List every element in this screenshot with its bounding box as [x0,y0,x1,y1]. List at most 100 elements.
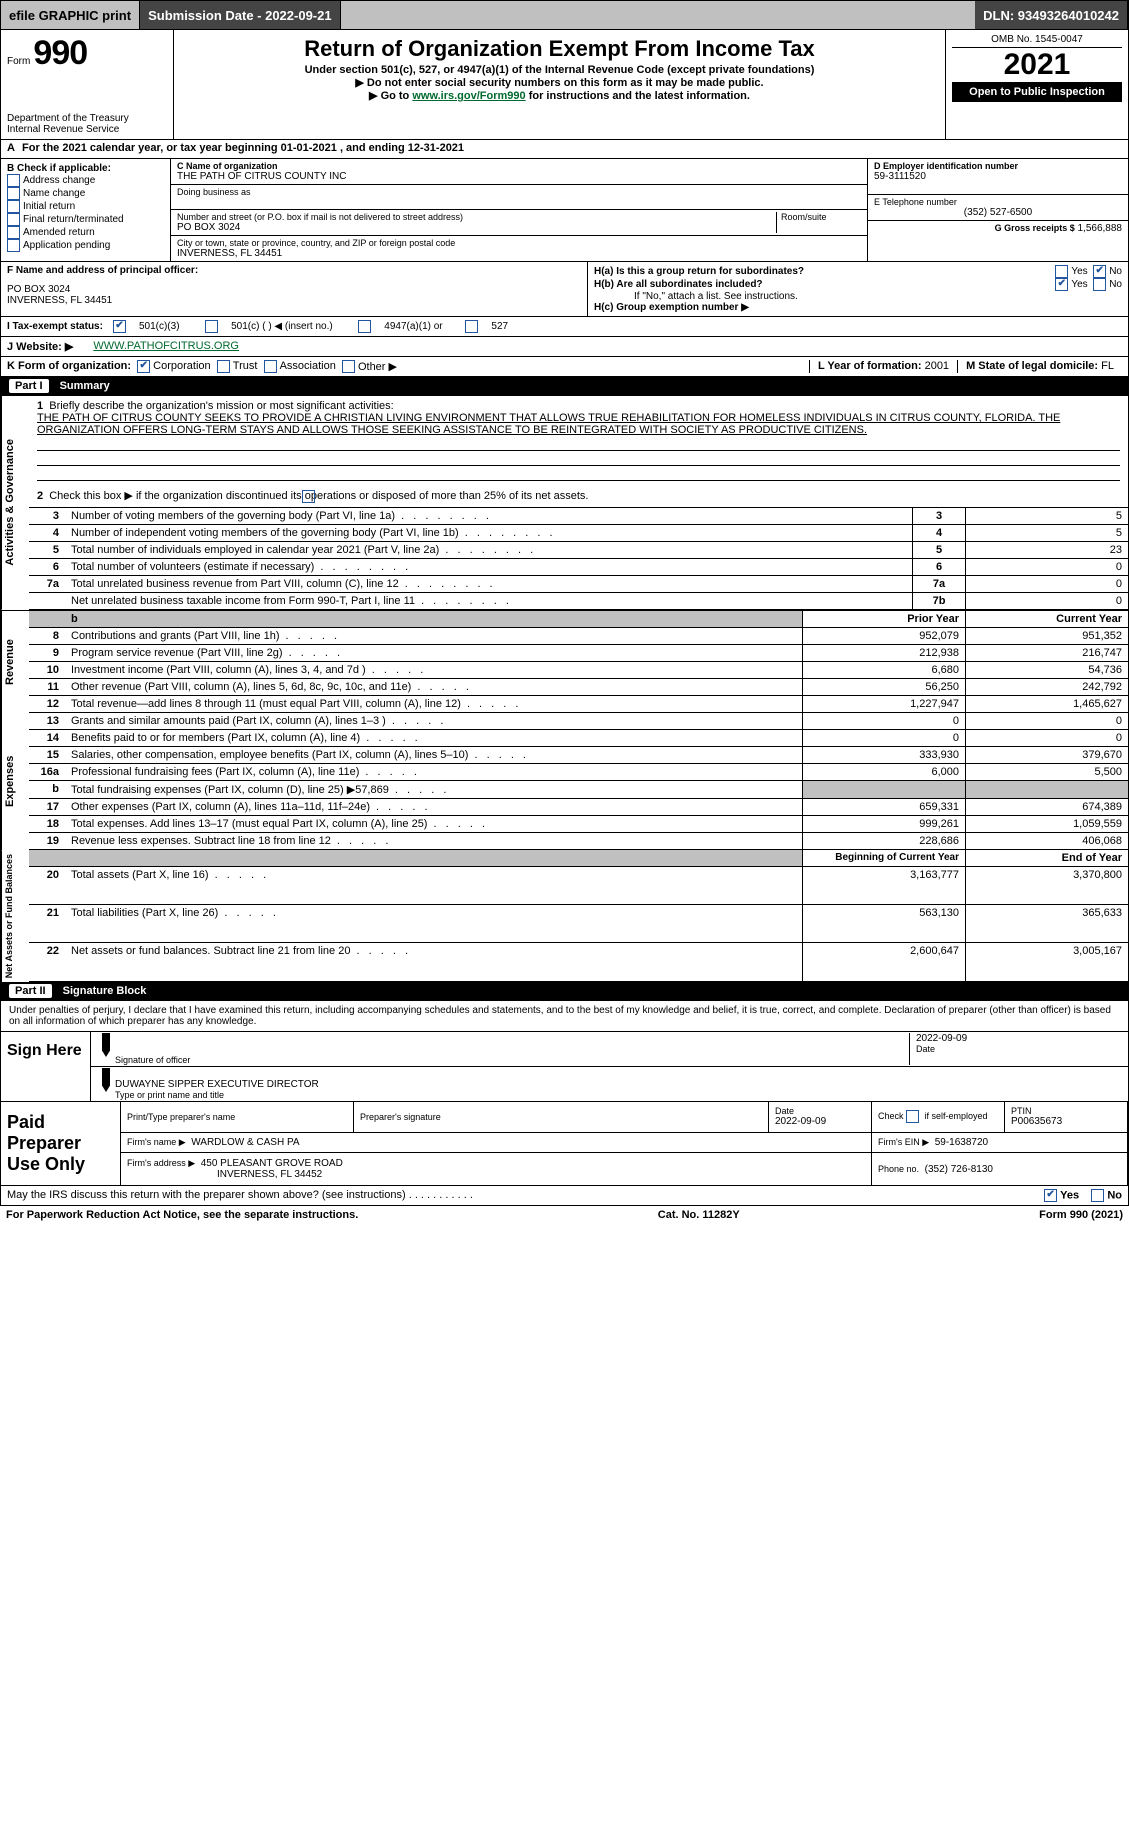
table-row: 6Total number of volunteers (estimate if… [29,558,1129,575]
officer-addr2: INVERNESS, FL 34451 [7,295,581,306]
prior-val: 0 [803,729,966,746]
l-label: L Year of formation: [818,360,922,372]
opt-other: Other ▶ [358,360,397,373]
chk-address-change[interactable] [7,174,20,187]
current-val: 3,005,167 [966,943,1129,981]
opt-final-return: Final return/terminated [23,214,124,225]
chk-hb-no[interactable] [1093,278,1106,291]
line-desc: Other expenses (Part IX, column (A), lin… [65,798,803,815]
opt-address-change: Address change [23,175,95,186]
part2-title: Signature Block [63,985,147,997]
chk-amended[interactable] [7,226,20,239]
table-row: 9Program service revenue (Part VIII, lin… [29,644,1129,661]
pointer-icon [97,1068,115,1100]
current-val [966,780,1129,798]
line-num: 4 [29,524,65,541]
line-num: 21 [29,904,65,942]
chk-4947[interactable] [358,320,371,333]
chk-501c[interactable] [205,320,218,333]
line-num: 11 [29,678,65,695]
submission-date-label: Submission Date - 2022-09-21 [140,1,341,29]
prior-val: 333,930 [803,746,966,763]
table-row: bTotal fundraising expenses (Part IX, co… [29,780,1129,798]
ha-yes: Yes [1071,266,1087,277]
prior-val: 228,686 [803,832,966,849]
prior-val: 563,130 [803,904,966,942]
table-row: 4Number of independent voting members of… [29,524,1129,541]
line-num: 14 [29,729,65,746]
firm-phone-label: Phone no. [878,1164,919,1174]
chk-initial-return[interactable] [7,200,20,213]
opt-4947: 4947(a)(1) or [384,321,442,332]
chk-other[interactable] [342,360,355,373]
chk-501c3[interactable] [113,320,126,333]
prior-val: 2,600,647 [803,943,966,981]
line-a-prefix: A [7,142,15,154]
chk-527[interactable] [465,320,478,333]
chk-trust[interactable] [217,360,230,373]
line-desc: Number of independent voting members of … [65,524,913,541]
table-row: 21Total liabilities (Part X, line 26) . … [29,904,1129,942]
ha-no: No [1109,266,1122,277]
opt-501c3: 501(c)(3) [139,321,180,332]
table-row: 15Salaries, other compensation, employee… [29,746,1129,763]
paid-preparer-block: Paid Preparer Use Only Print/Type prepar… [0,1102,1129,1186]
prior-val: 952,079 [803,627,966,644]
officer-name: DUWAYNE SIPPER EXECUTIVE DIRECTOR [115,1079,1122,1090]
table-row: 14Benefits paid to or for members (Part … [29,729,1129,746]
line-code: 6 [913,558,966,575]
line-val: 0 [966,592,1129,609]
line-code: 7b [913,592,966,609]
line-val: 0 [966,558,1129,575]
line-a-fy: A For the 2021 calendar year, or tax yea… [0,140,1129,159]
line-desc: Total revenue—add lines 8 through 11 (mu… [65,695,803,712]
current-val: 951,352 [966,627,1129,644]
box-deg: D Employer identification number 59-3111… [868,159,1128,261]
chk-self-employed[interactable] [906,1110,919,1123]
opt-initial-return: Initial return [23,201,75,212]
firm-ein-label: Firm's EIN ▶ [878,1137,929,1147]
line-desc: Number of voting members of the governin… [65,508,913,525]
phone: (352) 527-6500 [874,207,1122,218]
current-year-header: Current Year [966,611,1129,628]
sign-here-block: Sign Here Signature of officer 2022-09-0… [0,1032,1129,1102]
chk-line2[interactable] [302,490,315,503]
chk-app-pending[interactable] [7,239,20,252]
chk-discuss-no[interactable] [1091,1189,1104,1202]
chk-discuss-yes[interactable] [1044,1189,1057,1202]
chk-ha-no[interactable] [1093,265,1106,278]
prior-val: 56,250 [803,678,966,695]
line-code: 7a [913,575,966,592]
box-e-label: E Telephone number [874,197,1122,207]
line-desc: Professional fundraising fees (Part IX, … [65,763,803,780]
chk-ha-yes[interactable] [1055,265,1068,278]
irs-link[interactable]: www.irs.gov/Form990 [412,90,525,102]
current-val: 242,792 [966,678,1129,695]
pointer-icon [97,1033,115,1065]
current-val: 54,736 [966,661,1129,678]
chk-hb-yes[interactable] [1055,278,1068,291]
firm-name: WARDLOW & CASH PA [191,1137,299,1148]
chk-final-return[interactable] [7,213,20,226]
sig-date-label: Date [916,1044,1116,1054]
table-row: 5Total number of individuals employed in… [29,541,1129,558]
line-num: 19 [29,832,65,849]
chk-assoc[interactable] [264,360,277,373]
line-desc: Revenue less expenses. Subtract line 18 … [65,832,803,849]
chk-name-change[interactable] [7,187,20,200]
website-link[interactable]: WWW.PATHOFCITRUS.ORG [93,340,239,353]
table-row: Net unrelated business taxable income fr… [29,592,1129,609]
line-num: 17 [29,798,65,815]
side-rev: Revenue [1,611,29,713]
discuss-text: May the IRS discuss this return with the… [7,1189,406,1201]
prior-val: 999,261 [803,815,966,832]
line-desc: Grants and similar amounts paid (Part IX… [65,713,803,730]
prior-val: 3,163,777 [803,866,966,904]
chk-corp[interactable] [137,360,150,373]
line-desc: Net unrelated business taxable income fr… [65,592,913,609]
table-ag: 3Number of voting members of the governi… [29,508,1129,610]
row-j-label: J Website: ▶ [7,340,73,353]
firm-name-label: Firm's name ▶ [127,1137,186,1147]
h-check: Check if self-employed [878,1111,988,1121]
row-i-label: I Tax-exempt status: [7,321,103,332]
